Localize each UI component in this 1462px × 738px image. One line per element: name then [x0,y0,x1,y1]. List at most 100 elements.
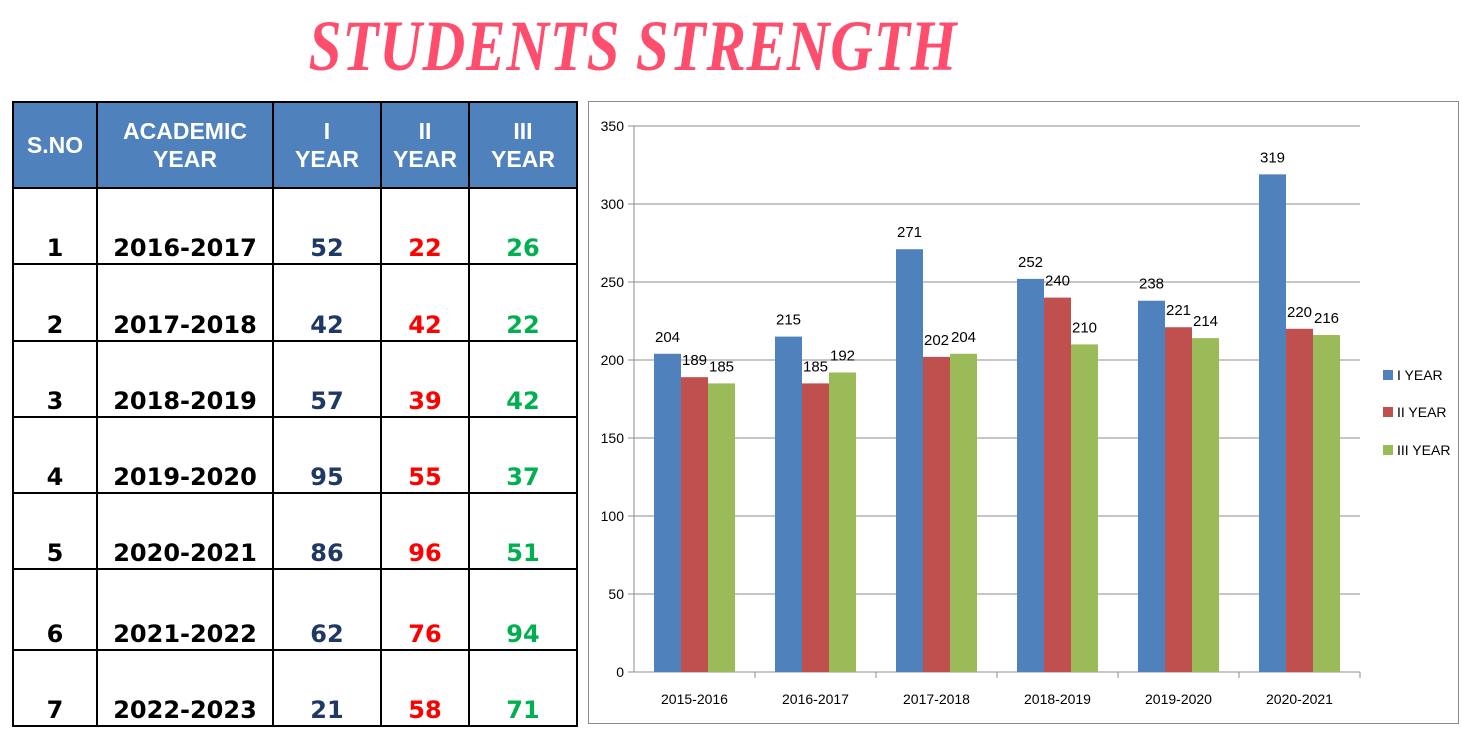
cell-iii-year: 37 [468,415,578,495]
cell-academic-year: 2018-2019 [96,339,274,418]
bar [708,383,735,672]
data-label: 204 [951,329,976,346]
data-label: 319 [1260,149,1285,166]
data-label: 210 [1072,319,1097,336]
bar [829,372,856,672]
bar [1138,300,1165,672]
table-row: 6 2021-2022 62 76 94 [12,568,578,651]
cell-sno: 5 [12,492,98,571]
cell-academic-year: 2016-2017 [96,186,274,266]
cell-iii-year: 51 [468,492,578,571]
data-label: 204 [655,329,680,346]
x-tick-label: 2015-2016 [661,691,728,707]
cell-iii-year: 94 [468,568,578,651]
bar [1286,328,1313,672]
cell-i-year: 57 [272,339,382,418]
data-label: 185 [803,358,828,375]
y-tick-label: 300 [601,196,625,212]
bar [923,356,950,672]
cell-sno: 4 [12,415,98,495]
y-tick-label: 50 [608,586,624,602]
bar [802,383,829,672]
legend-swatch [1383,407,1393,417]
x-tick-label: 2017-2018 [903,691,970,707]
bar [1071,344,1098,672]
y-tick-label: 150 [601,430,625,446]
bar [1192,338,1219,672]
header-ii-year: II YEAR [380,101,470,189]
table-row: 5 2020-2021 86 96 51 [12,492,578,571]
cell-i-year: 62 [272,568,382,651]
cell-i-year: 21 [272,648,382,728]
header-i-year: I YEAR [272,101,382,189]
data-label: 214 [1193,313,1218,330]
bar [1313,335,1340,672]
cell-i-year: 95 [272,415,382,495]
cell-sno: 1 [12,186,98,266]
table-row: 2 2017-2018 42 42 22 [12,263,578,342]
bar [1259,174,1286,673]
y-tick-label: 0 [616,664,624,680]
header-iii-year: III YEAR [468,101,578,189]
students-table: S.NO ACADEMIC YEAR I YEAR II YEAR III YEAR 1… [12,101,578,728]
data-label: 271 [897,224,922,241]
table-row: 3 2018-2019 57 39 42 [12,339,578,418]
legend-swatch [1383,445,1393,455]
cell-sno: 3 [12,339,98,418]
cell-academic-year: 2020-2021 [96,492,274,571]
cell-iii-year: 26 [468,186,578,266]
bar [1165,327,1192,672]
legend-label: I YEAR [1397,367,1443,383]
cell-i-year: 86 [272,492,382,571]
y-tick-label: 100 [601,508,625,524]
cell-ii-year: 42 [380,263,470,342]
cell-academic-year: 2022-2023 [96,648,274,728]
data-label: 215 [776,312,801,329]
bar [681,377,708,672]
bar [950,353,977,672]
data-label: 220 [1287,304,1312,321]
bar [775,336,802,672]
cell-ii-year: 55 [380,415,470,495]
data-label: 216 [1314,310,1339,327]
cell-iii-year: 22 [468,263,578,342]
cell-ii-year: 22 [380,186,470,266]
data-label: 221 [1166,302,1191,319]
data-label: 252 [1018,254,1043,271]
cell-iii-year: 42 [468,339,578,418]
table-row: 7 2022-2023 21 58 71 [12,648,578,728]
table-header-row: S.NO ACADEMIC YEAR I YEAR II YEAR III YEAR [12,101,578,189]
cell-i-year: 52 [272,186,382,266]
cell-sno: 7 [12,648,98,728]
legend-label: III YEAR [1397,442,1450,458]
data-label: 240 [1045,273,1070,290]
legend-label: II YEAR [1397,404,1447,420]
data-label: 192 [830,347,855,364]
x-tick-label: 2018-2019 [1024,691,1091,707]
cell-ii-year: 96 [380,492,470,571]
cell-ii-year: 76 [380,568,470,651]
cell-iii-year: 71 [468,648,578,728]
x-tick-label: 2020-2021 [1266,691,1333,707]
bar [1044,297,1071,672]
cell-academic-year: 2017-2018 [96,263,274,342]
y-tick-label: 250 [601,274,625,290]
table-row: 1 2016-2017 52 22 26 [12,186,578,266]
cell-academic-year: 2021-2022 [96,568,274,651]
table-row: 4 2019-2020 95 55 37 [12,415,578,495]
header-academic-year: ACADEMIC YEAR [96,101,274,189]
y-tick-label: 350 [601,118,625,134]
y-tick-label: 200 [601,352,625,368]
cell-academic-year: 2019-2020 [96,415,274,495]
data-label: 185 [709,358,734,375]
bar-chart: 0 50 100 150 200 250 300 350 2015-2016 204 189 185 2… [588,101,1459,724]
data-label: 238 [1139,276,1164,293]
bar [896,249,923,673]
bar [1017,278,1044,672]
cell-sno: 6 [12,568,98,651]
data-label: 189 [682,352,707,369]
x-tick-label: 2016-2017 [782,691,849,707]
data-label: 202 [924,332,949,349]
cell-sno: 2 [12,263,98,342]
